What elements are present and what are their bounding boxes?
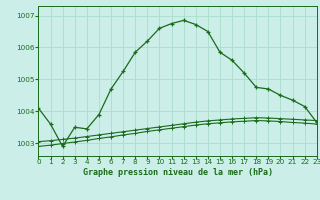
X-axis label: Graphe pression niveau de la mer (hPa): Graphe pression niveau de la mer (hPa) xyxy=(83,168,273,177)
